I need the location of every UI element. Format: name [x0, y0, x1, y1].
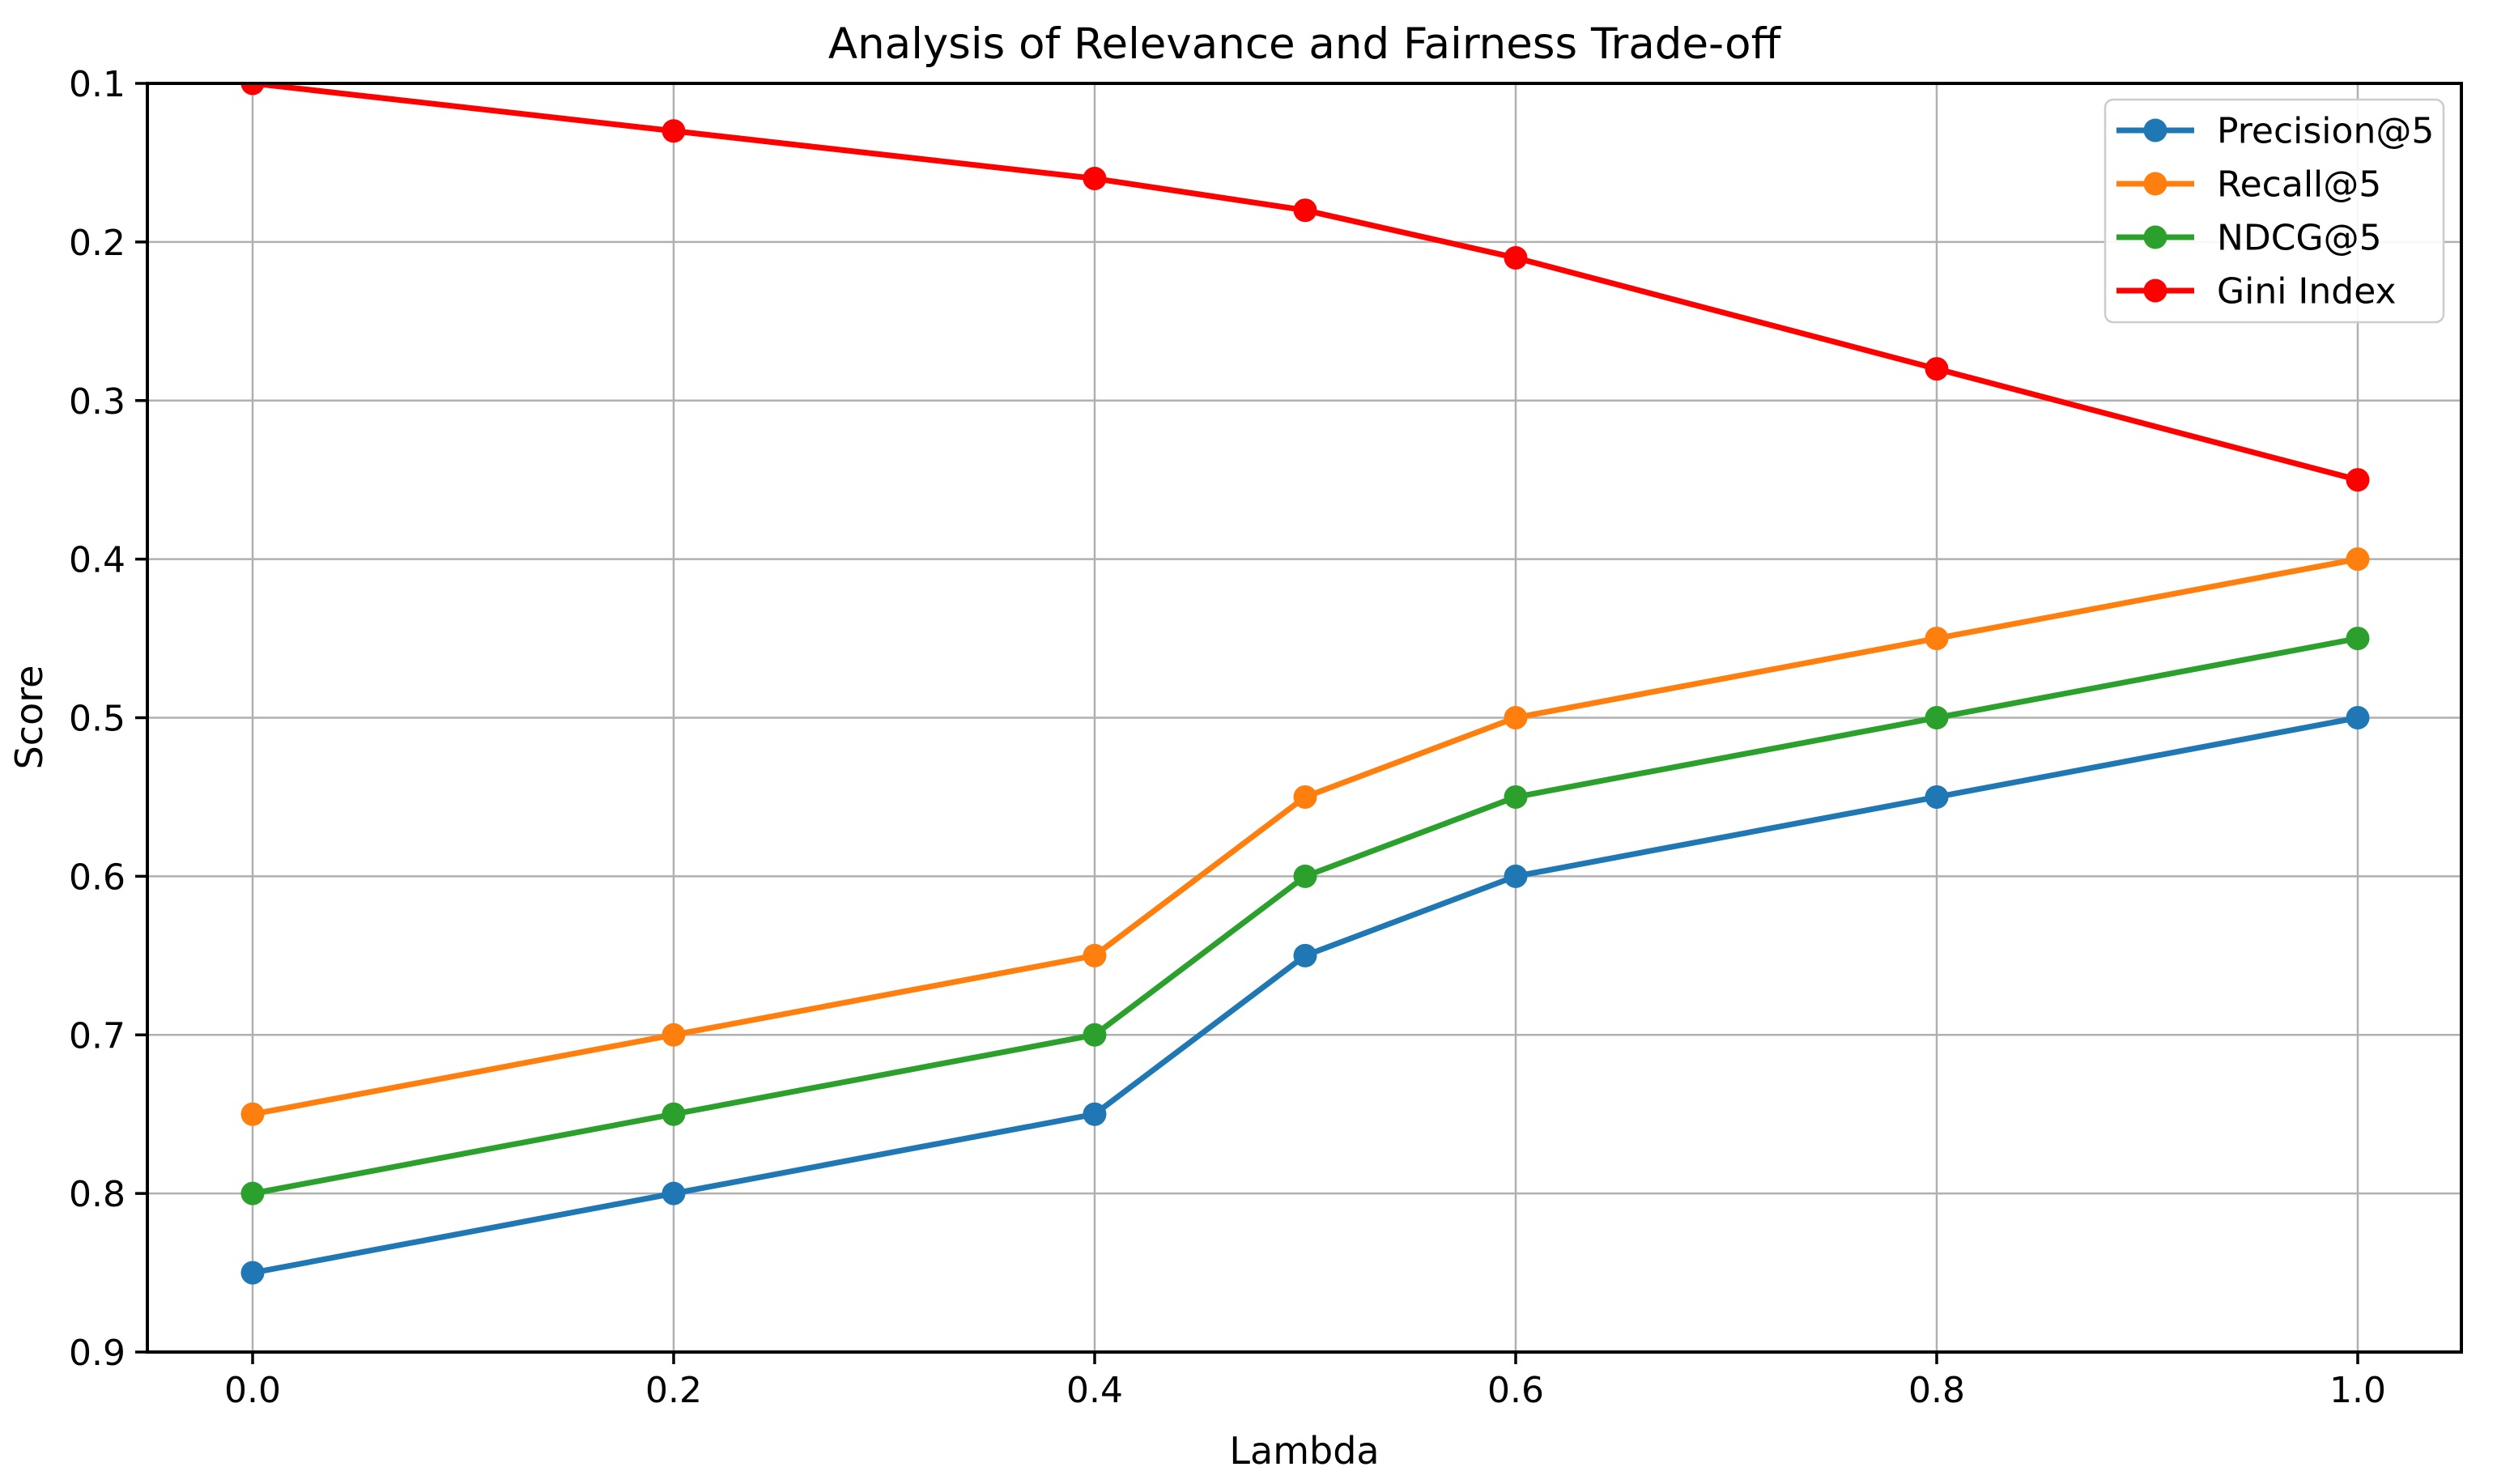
- data-point-precision-5-x0: [240, 1261, 265, 1285]
- data-point-gini-index-x0.6: [1504, 245, 1528, 270]
- data-point-precision-5-x1: [2346, 706, 2370, 729]
- data-point-recall-5-x0: [240, 1102, 265, 1126]
- axis-ticks: 0.0 0.2 0.4 0.6 0.8 1.0 0.1 0.2 0.3 0.4 0.5 0.6 0.7 0…: [69, 64, 2386, 1411]
- legend-label-ndcg-5: NDCG@5: [2217, 218, 2382, 259]
- data-point-ndcg-5-x0.4: [1083, 1023, 1107, 1047]
- y-tick-label-0.6: 0.6: [69, 857, 125, 898]
- legend-label-gini-index: Gini Index: [2217, 271, 2397, 313]
- y-tick-label-0.5: 0.5: [69, 699, 125, 740]
- data-point-gini-index-x0.5: [1293, 198, 1317, 223]
- chart-title: Analysis of Relevance and Fairness Trade…: [828, 19, 1782, 69]
- series-layer: [240, 83, 2370, 1285]
- y-tick-label-0.3: 0.3: [69, 381, 125, 423]
- legend-marker-ndcg-5: [2143, 225, 2167, 249]
- data-point-gini-index-x0.8: [1925, 357, 1949, 381]
- legend-item-recall-5: Recall@5: [2116, 164, 2381, 206]
- legend-label-recall-5: Recall@5: [2217, 164, 2381, 206]
- legend-frame: [2104, 98, 2445, 324]
- data-point-ndcg-5-x0: [240, 1181, 265, 1205]
- legend: Precision@5 Recall@5 NDCG@5 Gini Index: [2104, 98, 2445, 324]
- data-point-gini-index-x1: [2346, 468, 2370, 492]
- data-point-ndcg-5-x0.6: [1504, 785, 1528, 809]
- data-point-recall-5-x0.5: [1293, 785, 1317, 809]
- data-point-gini-index-x0: [240, 83, 265, 96]
- series-gini-index: [240, 83, 2370, 492]
- y-tick-label-0.2: 0.2: [69, 223, 125, 264]
- series-ndcg-5: [240, 627, 2370, 1205]
- y-tick-label-0.7: 0.7: [69, 1015, 125, 1057]
- data-point-gini-index-x0.4: [1083, 167, 1107, 191]
- y-tick-label-0.8: 0.8: [69, 1174, 125, 1215]
- legend-item-gini-index: Gini Index: [2116, 271, 2397, 313]
- x-tick-label-0.0: 0.0: [224, 1370, 281, 1411]
- legend-marker-gini-index: [2143, 279, 2167, 303]
- data-point-ndcg-5-x1: [2346, 627, 2370, 651]
- y-tick-label-0.1: 0.1: [69, 64, 125, 105]
- y-axis-label: Score: [7, 665, 51, 770]
- legend-item-ndcg-5: NDCG@5: [2116, 218, 2382, 259]
- x-tick-label-0.6: 0.6: [1487, 1370, 1544, 1411]
- legend-marker-precision-5: [2143, 118, 2167, 142]
- data-point-recall-5-x1: [2346, 547, 2370, 572]
- y-tick-label-0.9: 0.9: [69, 1333, 125, 1374]
- x-tick-label-1.0: 1.0: [2329, 1370, 2386, 1411]
- legend-item-precision-5: Precision@5: [2116, 111, 2434, 152]
- data-point-precision-5-x0.6: [1504, 864, 1528, 888]
- data-point-precision-5-x0.2: [661, 1181, 686, 1205]
- x-tick-label-0.4: 0.4: [1066, 1370, 1123, 1411]
- data-point-ndcg-5-x0.8: [1925, 706, 1949, 729]
- x-tick-label-0.8: 0.8: [1908, 1370, 1965, 1411]
- series-precision-5: [240, 706, 2370, 1285]
- data-point-recall-5-x0.8: [1925, 627, 1949, 651]
- data-point-recall-5-x0.2: [661, 1023, 686, 1047]
- data-point-precision-5-x0.5: [1293, 943, 1317, 967]
- x-tick-label-0.2: 0.2: [645, 1370, 702, 1411]
- legend-marker-recall-5: [2143, 172, 2167, 196]
- data-point-recall-5-x0.6: [1504, 706, 1528, 729]
- data-point-ndcg-5-x0.5: [1293, 864, 1317, 888]
- series-recall-5: [240, 547, 2370, 1126]
- x-axis-label: Lambda: [1229, 1429, 1379, 1473]
- data-point-precision-5-x0.4: [1083, 1102, 1107, 1126]
- data-point-ndcg-5-x0.2: [661, 1102, 686, 1126]
- legend-label-precision-5: Precision@5: [2217, 111, 2434, 152]
- y-tick-label-0.4: 0.4: [69, 540, 125, 581]
- data-point-gini-index-x0.2: [661, 119, 686, 143]
- data-point-recall-5-x0.4: [1083, 943, 1107, 967]
- data-point-precision-5-x0.8: [1925, 785, 1949, 809]
